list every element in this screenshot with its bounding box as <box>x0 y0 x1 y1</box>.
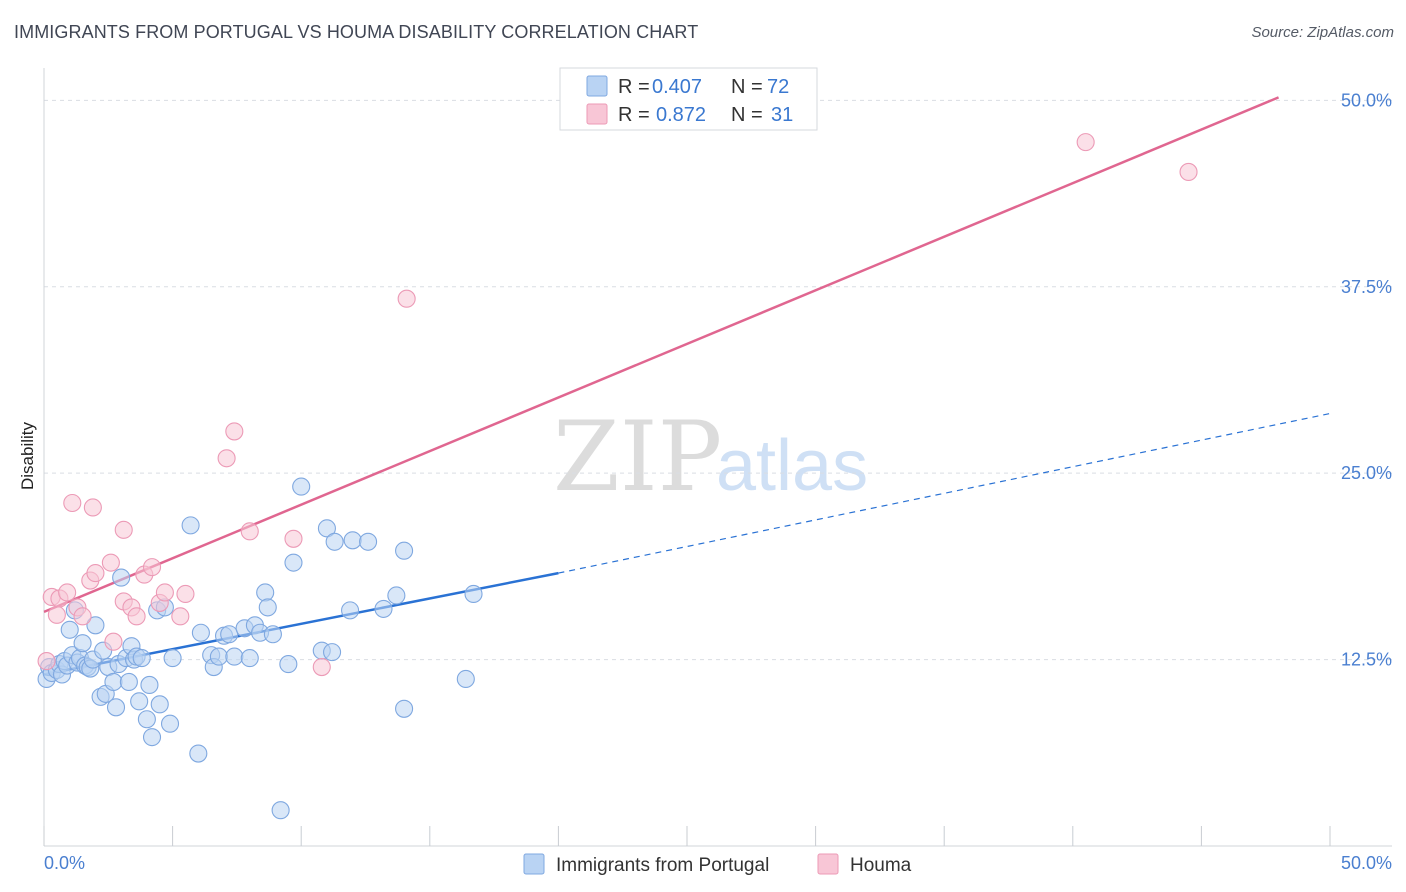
legend-swatch-portugal <box>586 75 608 97</box>
point-portugal <box>325 532 344 551</box>
point-houma <box>155 583 174 602</box>
point-portugal <box>112 568 131 587</box>
bottom-legend-swatch-portugal <box>523 853 545 875</box>
point-portugal <box>181 516 200 535</box>
point-portugal <box>359 532 378 551</box>
bottom-legend-swatch-houma <box>817 853 839 875</box>
point-portugal <box>258 598 277 617</box>
point-portugal <box>142 728 162 747</box>
point-portugal <box>395 541 414 560</box>
watermark-zip: ZIP <box>553 401 722 513</box>
axes <box>43 68 1392 847</box>
point-portugal <box>220 625 239 644</box>
point-houma <box>240 522 259 541</box>
point-portugal <box>317 519 336 538</box>
legend-n-label-portugal: N = <box>731 76 763 98</box>
point-portugal <box>464 584 483 604</box>
point-portugal <box>132 649 151 668</box>
y-tick-label: 25.0% <box>1341 463 1392 483</box>
bottom-legend-label-houma: Houma <box>850 855 912 876</box>
point-houma <box>101 553 120 572</box>
point-portugal <box>271 801 290 820</box>
trend-lines <box>43 96 1331 676</box>
point-portugal <box>106 698 126 717</box>
point-portugal <box>256 583 275 602</box>
y-axis-label: Disability <box>18 421 37 490</box>
point-portugal <box>163 649 182 668</box>
point-portugal <box>160 714 180 733</box>
point-houma <box>114 520 133 539</box>
source-attribution: Source: ZipAtlas.com <box>1251 24 1394 41</box>
point-portugal <box>279 655 298 674</box>
point-houma <box>127 607 146 626</box>
legend-r-label-portugal: R = <box>618 76 650 98</box>
chart-title: IMMIGRANTS FROM PORTUGAL VS HOUMA DISABI… <box>14 22 699 42</box>
point-portugal <box>209 647 228 666</box>
point-houma <box>63 493 82 513</box>
legend: R = 0.407 N = 72 R = 0.872 N = 31 <box>559 67 818 131</box>
legend-n-value-houma: 31 <box>771 104 793 126</box>
point-houma <box>86 564 105 583</box>
x-tick-label-min: 0.0% <box>44 853 85 873</box>
point-portugal <box>225 647 244 666</box>
watermark-atlas: atlas <box>716 426 868 506</box>
point-portugal <box>456 669 475 689</box>
point-houma <box>284 529 303 548</box>
point-houma <box>176 584 195 604</box>
legend-swatch-houma <box>586 103 608 125</box>
point-portugal <box>395 699 414 718</box>
point-portugal <box>374 599 393 618</box>
point-portugal <box>60 620 79 639</box>
point-houma <box>104 632 123 651</box>
point-houma <box>312 657 331 677</box>
point-houma <box>1076 133 1095 152</box>
point-portugal <box>323 643 342 662</box>
y-tick-label: 12.5% <box>1341 650 1392 670</box>
legend-n-label-houma: N = <box>731 104 763 126</box>
watermark: ZIP atlas <box>553 401 868 513</box>
point-houma <box>83 498 102 517</box>
point-portugal <box>341 601 360 620</box>
y-tick-label: 50.0% <box>1341 90 1392 110</box>
point-houma <box>73 607 92 626</box>
y-tick-labels: 12.5% 25.0% 37.5% 50.0% <box>1341 90 1392 669</box>
data-points <box>37 133 1198 820</box>
y-tick-label: 37.5% <box>1341 277 1392 297</box>
point-houma <box>217 449 236 468</box>
point-portugal <box>343 531 362 550</box>
point-portugal <box>387 586 406 605</box>
point-portugal <box>240 649 259 668</box>
point-houma <box>225 422 244 441</box>
point-portugal <box>191 623 210 642</box>
point-houma <box>142 558 162 577</box>
point-portugal <box>189 744 208 763</box>
point-portugal <box>86 616 105 635</box>
point-houma <box>171 607 190 626</box>
bottom-legend-label-portugal: Immigrants from Portugal <box>556 855 769 876</box>
legend-n-value-portugal: 72 <box>767 76 789 98</box>
point-portugal <box>104 672 123 692</box>
point-portugal <box>292 477 311 496</box>
bottom-legend: Immigrants from Portugal Houma <box>523 853 912 876</box>
point-portugal <box>150 695 169 714</box>
point-houma <box>58 583 77 602</box>
point-portugal <box>130 692 149 711</box>
point-portugal <box>263 625 282 644</box>
point-houma <box>397 289 416 308</box>
point-portugal <box>137 710 156 729</box>
gridlines <box>44 99 1392 661</box>
legend-r-value-houma: 0.872 <box>656 104 706 126</box>
legend-r-label-houma: R = <box>618 104 650 126</box>
point-portugal <box>119 672 138 692</box>
point-portugal <box>73 634 92 653</box>
point-portugal <box>140 675 159 694</box>
point-houma <box>37 652 56 671</box>
x-tick-label-max: 50.0% <box>1341 853 1392 873</box>
point-houma <box>47 605 66 624</box>
legend-r-value-portugal: 0.407 <box>652 76 702 98</box>
point-portugal <box>284 553 303 572</box>
trend-line-houma <box>43 96 1280 614</box>
point-houma <box>1179 162 1198 181</box>
